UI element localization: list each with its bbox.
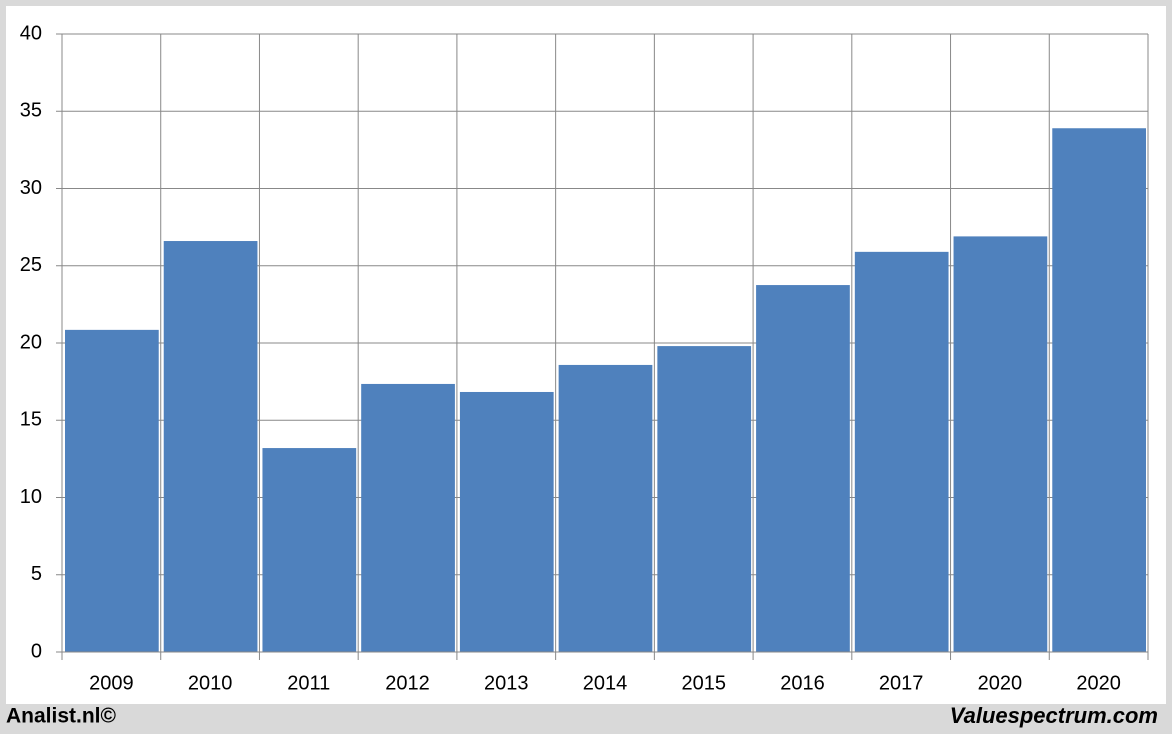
- y-tick-label: 10: [20, 486, 42, 508]
- y-tick-label: 35: [20, 100, 42, 122]
- x-tick-label: 2016: [780, 672, 825, 694]
- bar: [163, 241, 258, 652]
- y-tick-label: 30: [20, 177, 42, 199]
- x-tick-label: 2020: [978, 672, 1023, 694]
- y-tick-label: 25: [20, 254, 42, 276]
- x-tick-label: 2015: [681, 672, 726, 694]
- bar: [65, 329, 159, 652]
- bar: [756, 285, 850, 652]
- y-tick-label: 0: [31, 640, 42, 662]
- x-tick-label: 2009: [89, 672, 134, 694]
- bar: [459, 391, 554, 652]
- bar: [854, 251, 949, 652]
- bar: [1052, 128, 1146, 652]
- x-tick-label: 2011: [287, 672, 330, 694]
- credit-right: Valuespectrum.com: [950, 703, 1158, 728]
- y-tick-label: 20: [20, 331, 42, 353]
- x-tick-label: 2017: [879, 672, 924, 694]
- x-tick-label: 2020: [1076, 672, 1121, 694]
- bar: [953, 236, 1048, 652]
- bar: [361, 383, 455, 652]
- bar: [657, 346, 752, 652]
- x-tick-label: 2010: [188, 672, 233, 694]
- credit-left: Analist.nl©: [6, 705, 117, 728]
- y-tick-label: 5: [31, 563, 42, 585]
- x-tick-label: 2014: [583, 672, 628, 694]
- x-tick-label: 2012: [385, 672, 430, 694]
- bar: [262, 448, 357, 652]
- y-tick-label: 15: [20, 409, 42, 431]
- x-tick-label: 2013: [484, 672, 529, 694]
- y-tick-label: 40: [20, 22, 42, 44]
- bar: [558, 364, 653, 652]
